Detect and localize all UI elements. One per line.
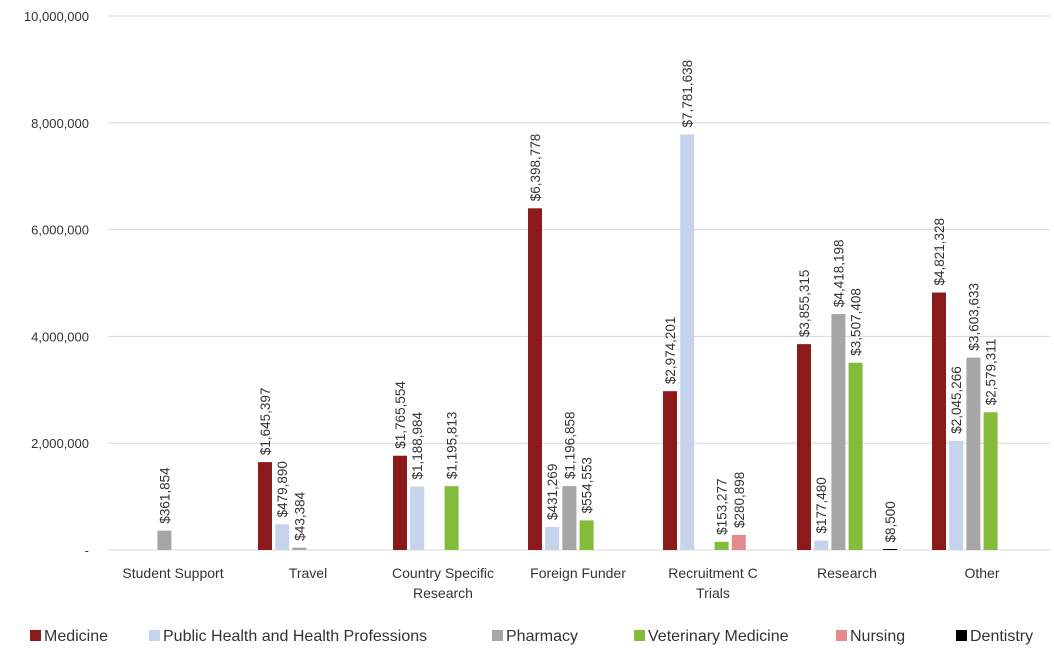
category-label: Other bbox=[964, 565, 999, 581]
category-label: Country Specific Research bbox=[392, 565, 494, 601]
bar bbox=[545, 526, 560, 550]
legend-swatch bbox=[149, 630, 160, 641]
legend-label: Veterinary Medicine bbox=[648, 628, 789, 645]
data-label: $479,890 bbox=[275, 461, 290, 517]
data-label: $361,854 bbox=[157, 467, 172, 524]
x-axis-category-labels: Student Support Travel Country Specific Res… bbox=[122, 565, 999, 601]
bar bbox=[932, 292, 946, 550]
data-label: $3,507,408 bbox=[849, 288, 864, 356]
legend-entry: Medicine bbox=[30, 628, 108, 645]
data-labels: $1,645,397 $1,765,554 $6,398,778 $2,974,201… bbox=[157, 60, 998, 543]
bar bbox=[797, 344, 811, 550]
data-label: $431,269 bbox=[545, 464, 560, 520]
data-label: $43,384 bbox=[292, 491, 307, 540]
data-label: $8,500 bbox=[883, 501, 898, 542]
data-label: $2,974,201 bbox=[663, 317, 678, 385]
bar bbox=[680, 134, 695, 551]
bar bbox=[883, 549, 897, 550]
legend-swatch bbox=[956, 630, 967, 641]
legend-label: Dentistry bbox=[970, 628, 1033, 645]
bar bbox=[275, 524, 290, 550]
data-label: $554,553 bbox=[580, 457, 595, 513]
legend-label: Medicine bbox=[44, 628, 108, 645]
bar bbox=[528, 208, 542, 551]
bar bbox=[831, 314, 846, 550]
category-label: Travel bbox=[289, 565, 327, 581]
legend-label: Nursing bbox=[850, 628, 905, 645]
data-label: $177,480 bbox=[814, 477, 829, 533]
bar bbox=[983, 412, 998, 550]
legend-entry: Nursing bbox=[836, 628, 905, 645]
data-label: $1,645,397 bbox=[258, 388, 273, 456]
legend-swatch bbox=[634, 630, 645, 641]
bar bbox=[814, 540, 829, 550]
bar bbox=[966, 357, 981, 550]
y-tick-label: 4,000,000 bbox=[31, 329, 89, 344]
bar bbox=[410, 486, 425, 550]
category-label: Recruitment C Trials bbox=[668, 565, 757, 601]
data-label: $6,398,778 bbox=[528, 134, 543, 202]
data-label: $280,898 bbox=[732, 472, 747, 528]
bar bbox=[444, 486, 459, 550]
y-tick-label: 6,000,000 bbox=[31, 223, 89, 238]
legend-label: Pharmacy bbox=[506, 628, 578, 645]
y-tick-label: 8,000,000 bbox=[31, 116, 89, 131]
category-label: Student Support bbox=[122, 565, 223, 581]
legend-swatch bbox=[836, 630, 847, 641]
legend-entry: Public Health and Health Professions bbox=[149, 628, 427, 645]
legend: Medicine Public Health and Health Profess… bbox=[30, 628, 1033, 645]
bar bbox=[157, 530, 172, 550]
bars bbox=[157, 134, 998, 551]
data-label: $7,781,638 bbox=[680, 60, 695, 128]
data-label: $4,418,198 bbox=[831, 239, 846, 307]
category-label: Research bbox=[817, 565, 877, 581]
data-label: $1,765,554 bbox=[393, 381, 408, 449]
bar bbox=[393, 455, 407, 550]
legend-swatch bbox=[492, 630, 503, 641]
data-label: $4,821,328 bbox=[932, 218, 947, 286]
data-label: $153,277 bbox=[715, 479, 730, 535]
bar bbox=[663, 391, 677, 550]
bar bbox=[949, 440, 964, 550]
legend-entry: Dentistry bbox=[956, 628, 1033, 645]
bar bbox=[292, 547, 307, 550]
data-label: $1,195,813 bbox=[445, 412, 460, 480]
data-label: $2,045,266 bbox=[949, 366, 964, 434]
legend-swatch bbox=[30, 630, 41, 641]
bar bbox=[579, 520, 594, 550]
y-tick-label: 2,000,000 bbox=[31, 436, 89, 451]
data-label: $3,855,315 bbox=[797, 270, 812, 338]
data-label: $3,603,633 bbox=[966, 283, 981, 351]
category-label: Foreign Funder bbox=[530, 565, 626, 581]
y-axis-tick-labels: - 2,000,000 4,000,000 6,000,000 8,000,000 10,… bbox=[24, 9, 89, 558]
legend-label: Public Health and Health Professions bbox=[163, 628, 427, 645]
bar bbox=[848, 362, 863, 550]
bar bbox=[562, 486, 577, 550]
legend-entry: Pharmacy bbox=[492, 628, 578, 645]
data-label: $1,188,984 bbox=[410, 411, 425, 479]
y-tick-label: - bbox=[85, 543, 89, 558]
bar bbox=[258, 462, 272, 550]
bar bbox=[714, 541, 729, 550]
bar bbox=[731, 535, 746, 550]
data-label: $2,579,311 bbox=[984, 339, 999, 406]
y-tick-label: 10,000,000 bbox=[24, 9, 89, 24]
data-label: $1,196,858 bbox=[562, 412, 577, 480]
legend-entry: Veterinary Medicine bbox=[634, 628, 789, 645]
